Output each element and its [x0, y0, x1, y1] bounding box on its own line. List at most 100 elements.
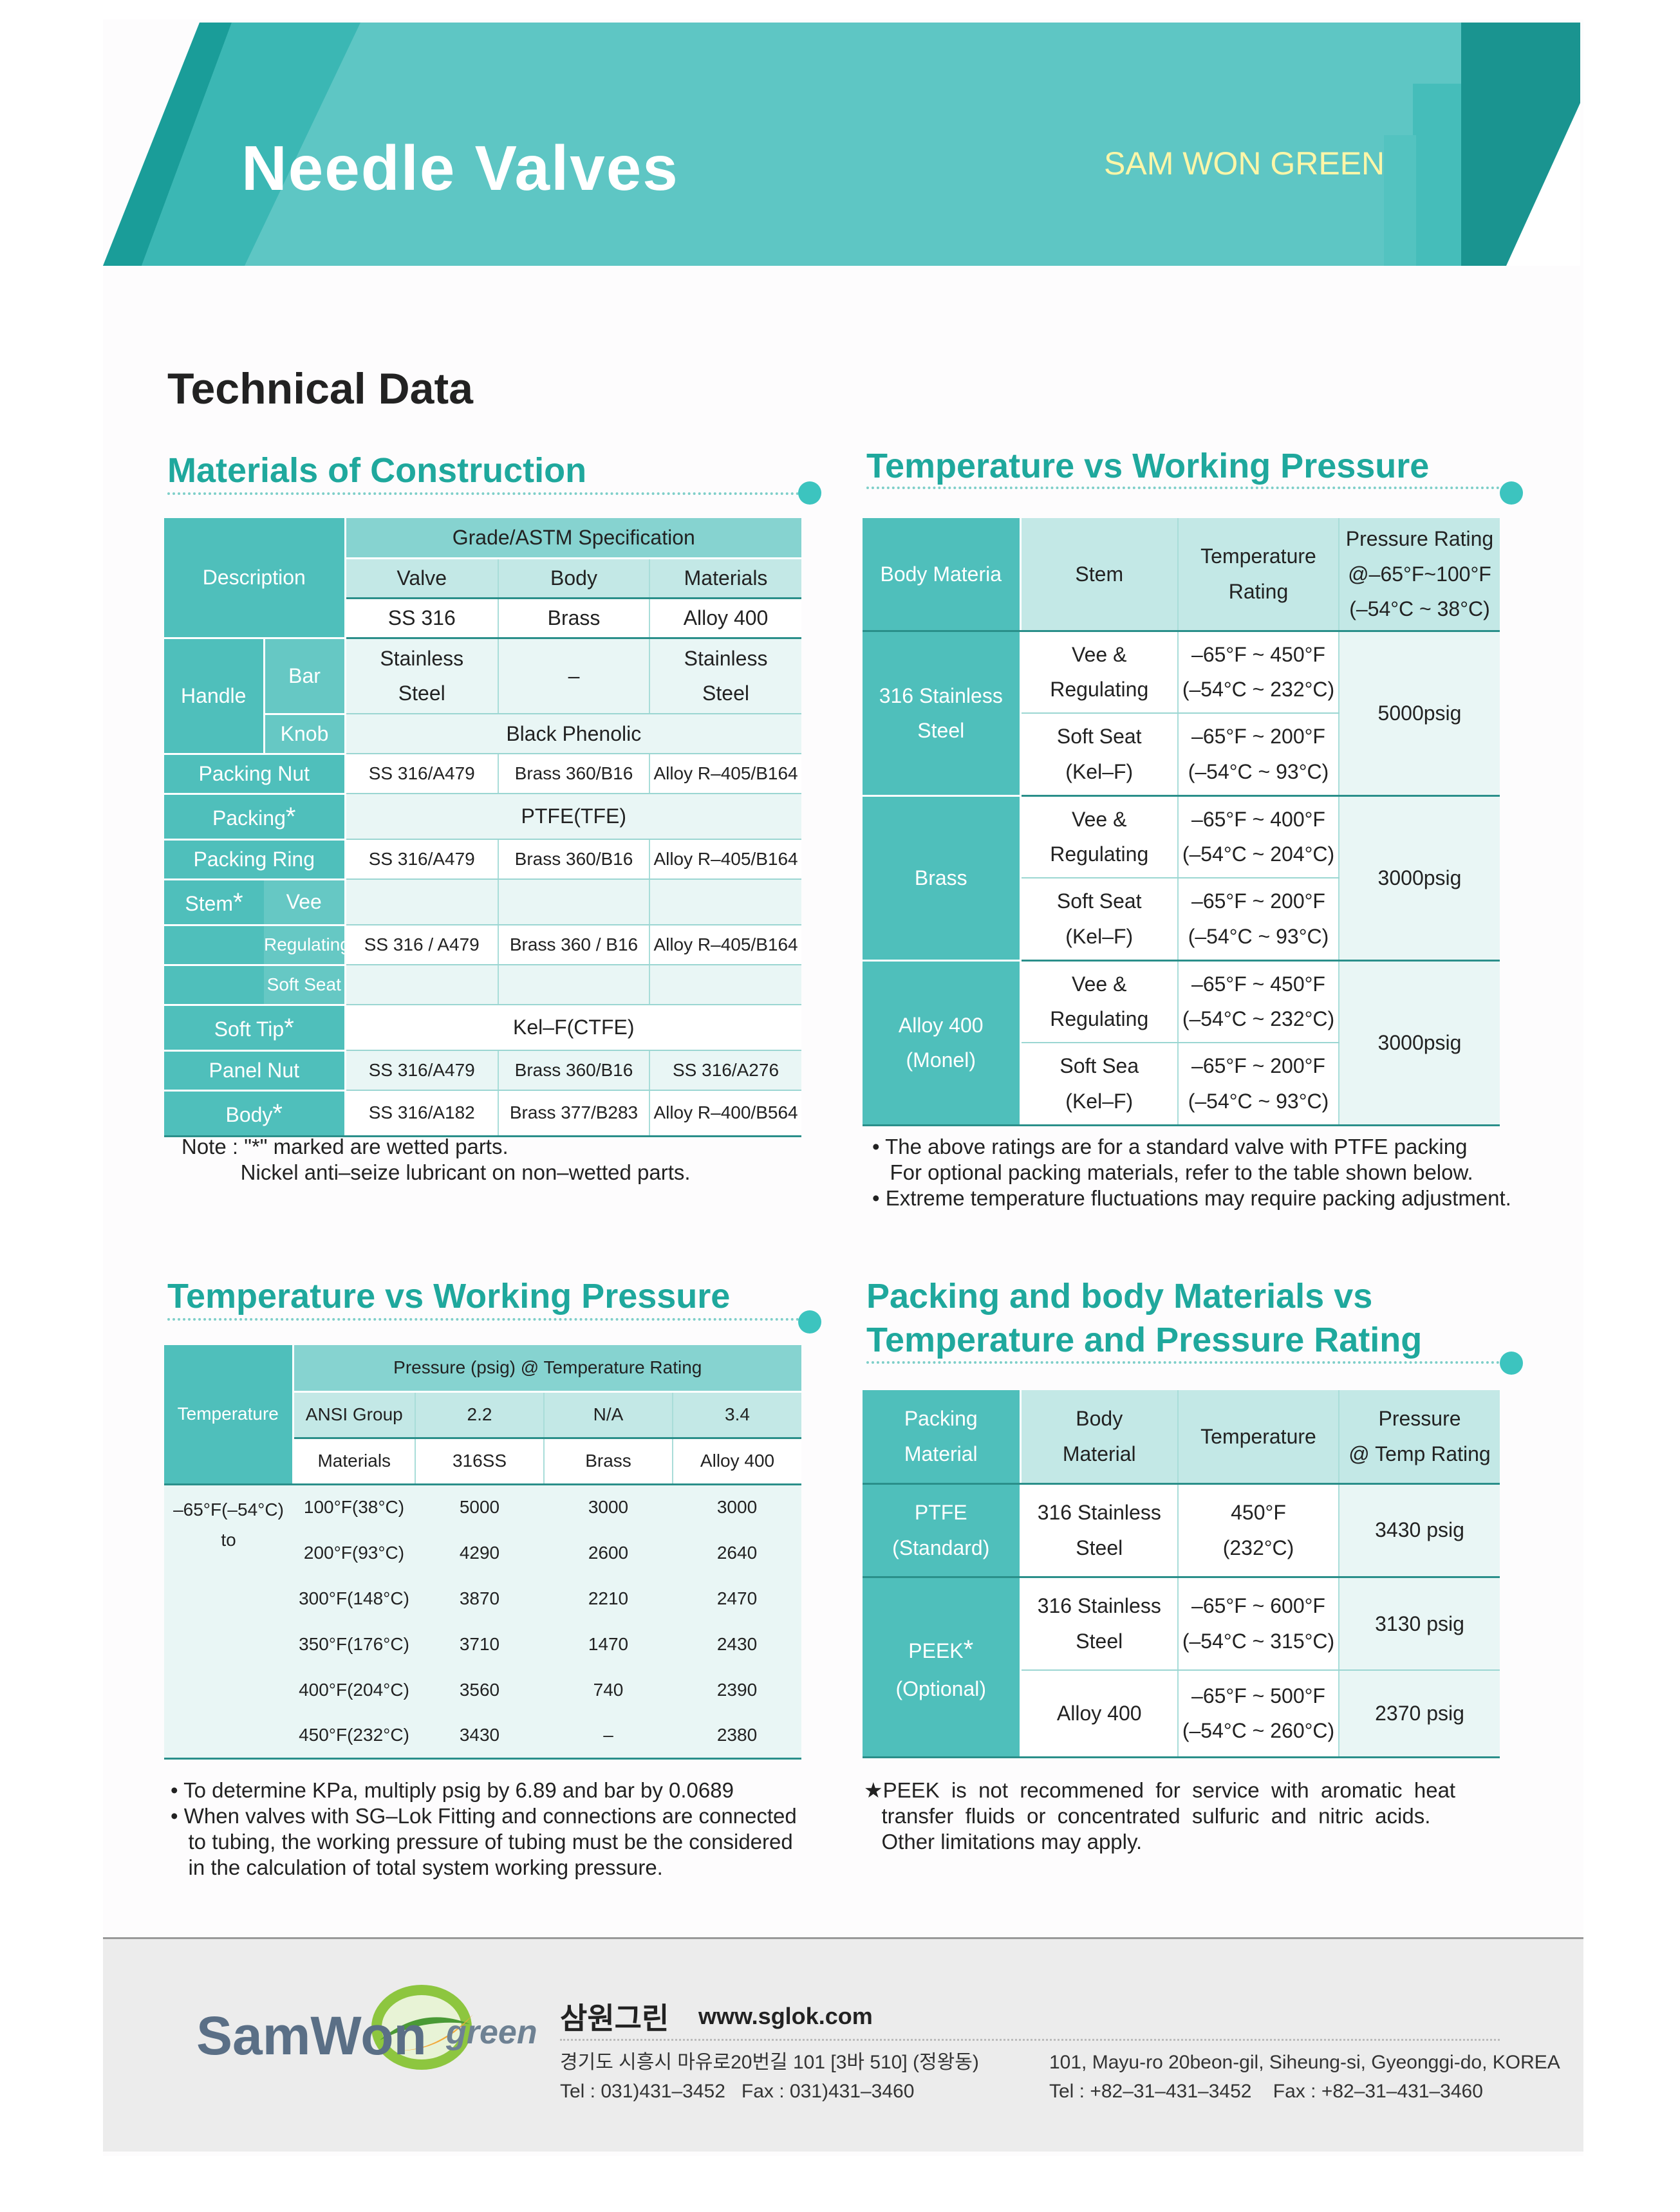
- cell: Vee & Regulating: [1020, 795, 1179, 878]
- cell: Soft Seat (Kel–F): [1020, 713, 1179, 797]
- divider-dot: [798, 481, 821, 505]
- pressure-cell: 3000psig: [1339, 960, 1500, 1126]
- footer: [103, 1939, 1583, 2152]
- cell: 316 Stainless Steel: [1020, 1577, 1179, 1671]
- cell: 100°F(38°C): [293, 1484, 415, 1530]
- cell: SS 316/A479: [345, 839, 499, 880]
- cell: N/A: [544, 1391, 673, 1439]
- temp-pressure-title: Temperature vs Working Pressure: [866, 447, 1430, 485]
- company-name-kr: 삼원그린: [560, 2002, 669, 2035]
- cell: PTFE(TFE): [345, 794, 802, 840]
- cell: 3000: [544, 1484, 673, 1530]
- cell: [345, 879, 499, 925]
- body-label: Body*: [164, 1090, 346, 1137]
- cell: 2380: [673, 1713, 802, 1760]
- cell: 2430: [673, 1621, 802, 1667]
- cell: 2210: [544, 1575, 673, 1621]
- technical-data-heading: Technical Data: [167, 364, 473, 413]
- col-body: Body: [498, 558, 650, 599]
- pressure-cell: 3130 psig: [1339, 1577, 1500, 1671]
- divider-dot: [1500, 1352, 1523, 1375]
- materials-label: Materials: [293, 1438, 416, 1485]
- divider-dot: [798, 1310, 821, 1334]
- website-link[interactable]: www.sglok.com: [698, 2003, 873, 2029]
- cell: –65°F ~ 400°F (–54°C ~ 204°C): [1178, 795, 1339, 878]
- address-kr: 경기도 시흥시 마유로20번길 101 [3바 510] (정왕동): [560, 2052, 979, 2073]
- cell: 2390: [673, 1667, 802, 1713]
- cell: SS 316/A479: [345, 754, 499, 794]
- bar-label: Bar: [264, 638, 346, 715]
- material-alloy400: Alloy 400 (Monel): [863, 960, 1022, 1126]
- stem-cell: [164, 965, 264, 1006]
- cell: –65°F ~ 450°F (–54°C ~ 232°C): [1178, 631, 1339, 714]
- cell: Alloy R–405/B164: [649, 754, 802, 794]
- materials-section-title: Materials of Construction: [167, 451, 587, 490]
- from-temperature: –65°F(–54°C) to: [164, 1484, 293, 1760]
- cell: [498, 879, 650, 925]
- tel-en: Tel : +82–31–431–3452 Fax : +82–31–431–3…: [1049, 2081, 1483, 2102]
- logo-emblem-icon: [371, 1985, 473, 2070]
- pressure-cell: 3430 psig: [1339, 1483, 1500, 1578]
- peek-notes: ★PEEK is not recommened for service with…: [864, 1778, 1456, 1854]
- sub-brass: Brass: [498, 598, 650, 639]
- cell: 350°F(176°C): [293, 1621, 415, 1667]
- cell: 3710: [415, 1621, 544, 1667]
- stem-cell: [164, 925, 264, 966]
- cell: 3870: [415, 1575, 544, 1621]
- cell: Brass 360/B16: [498, 754, 650, 794]
- cell: Alloy 400: [1020, 1670, 1179, 1758]
- body-material-header: Body Material: [1020, 1390, 1179, 1485]
- cell: [649, 965, 802, 1005]
- cell: Brass 360/B16: [498, 1050, 650, 1091]
- cell: –65°F ~ 600°F (–54°C ~ 315°C): [1178, 1577, 1339, 1671]
- page-title: Needle Valves: [241, 133, 679, 203]
- logo-text: SamWon: [196, 2005, 427, 2066]
- cell: [498, 965, 650, 1005]
- cell: 4290: [415, 1530, 544, 1575]
- section-divider: [167, 492, 805, 495]
- packing-label: Packing*: [164, 794, 346, 841]
- cell: 740: [544, 1667, 673, 1713]
- cell: Brass 360 / B16: [498, 925, 650, 965]
- cell: SS 316/A479: [345, 1050, 499, 1091]
- cell: 450°F(232°C): [1178, 1483, 1339, 1578]
- cell: Brass: [544, 1438, 673, 1485]
- section-divider: [167, 1318, 805, 1321]
- material-316: 316 Stainless Steel: [863, 631, 1022, 797]
- cell: 3.4: [673, 1391, 802, 1439]
- packing-material-header: Packing Material: [863, 1390, 1022, 1485]
- material-brass: Brass: [863, 795, 1022, 962]
- vee-label: Vee: [264, 879, 346, 926]
- packing-ring-label: Packing Ring: [164, 839, 346, 880]
- address-en: 101, Mayu-ro 20beon-gil, Siheung-si, Gye…: [1049, 2052, 1560, 2073]
- ptfe-label: PTFE (Standard): [863, 1483, 1022, 1578]
- brand-name: SAM WON GREEN: [1104, 145, 1385, 181]
- handle-label: Handle: [164, 638, 265, 755]
- cell: –65°F ~ 500°F (–54°C ~ 260°C): [1178, 1670, 1339, 1758]
- materials-table: Description Grade/ASTM Specification Val…: [164, 518, 802, 1137]
- footer-divider: [103, 1937, 1583, 1939]
- cell: 450°F(232°C): [293, 1713, 415, 1760]
- pressure-cell: 5000psig: [1339, 631, 1500, 797]
- cell: Brass 377/B283: [498, 1090, 650, 1137]
- cell: 300°F(148°C): [293, 1575, 415, 1621]
- cell: SS 316/A276: [649, 1050, 802, 1091]
- cell: Vee & Regulating: [1020, 631, 1179, 714]
- temperature-header: Temperature: [164, 1345, 294, 1485]
- packing-table: Packing Material Body Material Temperature…: [863, 1390, 1500, 1758]
- cell: –65°F ~ 200°F (–54°C ~ 93°C): [1178, 713, 1339, 797]
- cell: 2470: [673, 1575, 802, 1621]
- cell: Vee & Regulating: [1020, 960, 1179, 1043]
- soft-seat-label: Soft Seat: [264, 965, 346, 1006]
- pressure-cell: 3000psig: [1339, 795, 1500, 962]
- cell: SS 316/A182: [345, 1090, 499, 1137]
- pressure-header: Pressure (psig) @ Temperature Rating: [293, 1345, 802, 1393]
- cell: [345, 965, 499, 1005]
- cell: –65°F ~ 450°F (–54°C ~ 232°C): [1178, 960, 1339, 1043]
- cell: Stainless Steel: [649, 638, 802, 714]
- cell: Alloy R–405/B164: [649, 839, 802, 880]
- stem-label: Stem*: [164, 879, 264, 926]
- divider-dot: [1500, 481, 1523, 505]
- cell: –: [498, 638, 650, 714]
- cell: Soft Seat (Kel–F): [1020, 878, 1179, 962]
